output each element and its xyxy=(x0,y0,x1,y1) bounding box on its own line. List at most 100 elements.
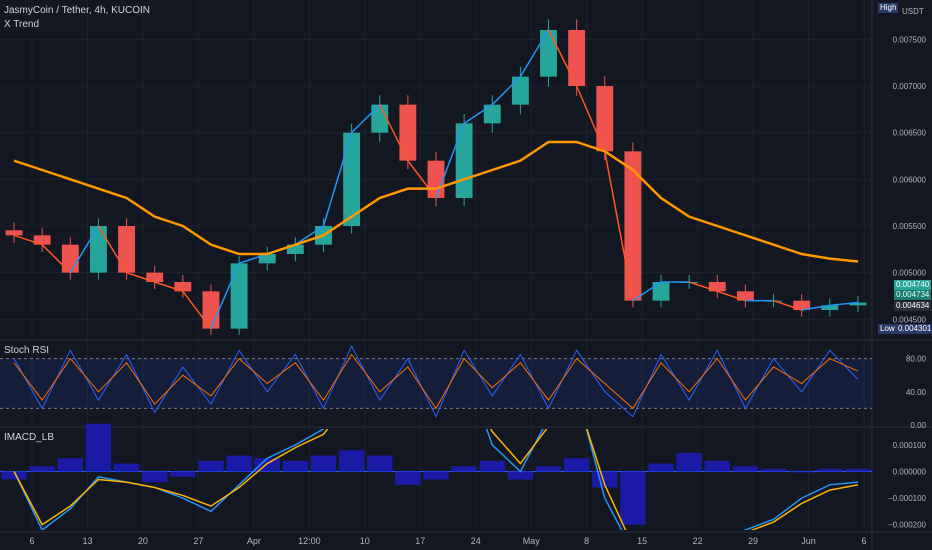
xtrend-line-segment xyxy=(773,299,802,311)
time-axis-label: May xyxy=(523,536,541,546)
price-pane[interactable] xyxy=(5,19,867,335)
macd-histogram-bar[interactable] xyxy=(423,471,449,480)
axes: 6 13 20 27 Apr 12:00 10 17 24 May 8 15 22 29 Jun 6 0.007… xyxy=(29,35,926,546)
macd-histogram-bar[interactable] xyxy=(535,466,562,472)
candle-body[interactable] xyxy=(821,305,839,310)
macd-histogram-bar[interactable] xyxy=(282,460,309,472)
candle-body[interactable] xyxy=(371,104,389,133)
rsi-axis-label: 0.00 xyxy=(910,421,926,430)
time-axis-label: 20 xyxy=(138,536,148,546)
currency-label: USDT xyxy=(902,7,924,16)
macd-histogram-bar[interactable] xyxy=(142,471,168,483)
macd-histogram-bar[interactable] xyxy=(845,468,871,472)
candle-body[interactable] xyxy=(652,282,670,301)
macd-histogram-bar[interactable] xyxy=(507,471,534,480)
macd-histogram-bar[interactable] xyxy=(563,458,590,472)
candle-body[interactable] xyxy=(5,230,23,236)
xtrend-line-segment xyxy=(463,104,493,124)
candle-body[interactable] xyxy=(343,132,361,226)
candle-body[interactable] xyxy=(793,300,811,310)
time-axis-label: 24 xyxy=(471,536,481,546)
macd-histogram-bar[interactable] xyxy=(676,452,702,472)
xtrend-line-segment xyxy=(97,225,128,274)
price-axis-label: 0.006500 xyxy=(893,129,927,138)
candle-body[interactable] xyxy=(455,123,473,198)
candle-body[interactable] xyxy=(624,151,642,301)
symbol-title[interactable]: JasmyCoin / Tether, 4h, KUCOIN xyxy=(4,5,150,16)
macd-histogram-bar[interactable] xyxy=(85,423,112,472)
candle-body[interactable] xyxy=(540,30,557,77)
macd-histogram-bar[interactable] xyxy=(479,460,505,472)
macd-histogram-bar[interactable] xyxy=(789,471,815,473)
xtrend-line-segment xyxy=(801,304,830,311)
last-price-tag: 0.004740 xyxy=(894,280,932,290)
xtrend-line-segment xyxy=(435,123,465,199)
last-price-secondary-tag: 0.004734 xyxy=(894,290,932,300)
xtrend-line-segment xyxy=(688,281,718,293)
candle-body[interactable] xyxy=(33,235,51,245)
time-axis-label: 8 xyxy=(584,536,589,546)
candle-body[interactable] xyxy=(708,282,726,292)
candle-body[interactable] xyxy=(202,291,220,329)
xtrend-line-segment xyxy=(491,76,521,106)
xtrend-line-segment xyxy=(69,225,100,274)
macd-histogram-bar[interactable] xyxy=(170,471,196,477)
macd-histogram-bar[interactable] xyxy=(620,471,646,525)
candle-body[interactable] xyxy=(118,226,136,273)
macd-histogram-bar[interactable] xyxy=(57,458,83,472)
time-axis-label: 22 xyxy=(693,536,703,546)
macd-histogram-bar[interactable] xyxy=(367,455,393,472)
candle-body[interactable] xyxy=(286,244,304,254)
macd-histogram-bar[interactable] xyxy=(113,463,140,472)
macd-axis-label: −0.000100 xyxy=(888,494,927,503)
macd-histogram-bar[interactable] xyxy=(451,466,477,472)
macd-histogram-bar[interactable] xyxy=(395,471,421,485)
xtrend-line-segment xyxy=(154,281,184,293)
price-axis-label: 0.005500 xyxy=(893,222,927,231)
macd-histogram-bar[interactable] xyxy=(338,450,365,472)
high-tag: High xyxy=(878,3,899,13)
stoch-rsi-pane[interactable] xyxy=(0,345,872,418)
xtrend-line-segment xyxy=(604,151,634,301)
candle-body[interactable] xyxy=(174,282,192,292)
macd-histogram-bar[interactable] xyxy=(254,458,280,472)
candle-body[interactable] xyxy=(61,244,79,273)
time-axis-label: Apr xyxy=(247,536,261,546)
candle-body[interactable] xyxy=(90,226,107,273)
candle-body[interactable] xyxy=(399,104,417,161)
macd-axis-label: 0.000000 xyxy=(893,468,927,477)
macd-histogram-bar[interactable] xyxy=(310,455,337,472)
macd-axis-label: 0.000100 xyxy=(893,441,927,450)
candle-body[interactable] xyxy=(596,86,614,152)
candle-body[interactable] xyxy=(427,160,445,198)
low-value-tag: 0.004301 xyxy=(896,324,932,334)
candle-body[interactable] xyxy=(146,272,164,282)
macd-histogram-bar[interactable] xyxy=(1,471,27,480)
candle-body[interactable] xyxy=(511,76,529,105)
time-axis-label: 12:00 xyxy=(298,536,321,546)
xtrend-line-segment xyxy=(322,132,353,227)
macd-histogram-bar[interactable] xyxy=(198,460,224,472)
macd-histogram-bar[interactable] xyxy=(760,468,787,472)
macd-histogram-bar[interactable] xyxy=(648,463,674,472)
indicator-label-xtrend[interactable]: X Trend xyxy=(4,19,40,30)
candle-body[interactable] xyxy=(736,291,754,301)
candle-body[interactable] xyxy=(258,254,276,264)
candle-body[interactable] xyxy=(849,302,867,306)
candle-body[interactable] xyxy=(230,263,248,329)
candle-body[interactable] xyxy=(568,30,586,86)
indicator-label-stoch-rsi[interactable]: Stoch RSI xyxy=(4,345,50,356)
time-axis-label: 15 xyxy=(637,536,647,546)
imacd-pane[interactable] xyxy=(0,365,872,550)
time-axis-label: 27 xyxy=(193,536,203,546)
indicator-label-imacd[interactable]: IMACD_LB xyxy=(4,432,55,443)
macd-histogram-bar[interactable] xyxy=(817,468,843,472)
candle-body[interactable] xyxy=(483,104,501,124)
macd-histogram-bar[interactable] xyxy=(732,466,759,472)
macd-histogram-bar[interactable] xyxy=(226,455,252,472)
macd-histogram-bar[interactable] xyxy=(29,466,55,472)
xtrend-line-segment xyxy=(829,301,859,307)
macd-histogram-bar[interactable] xyxy=(704,460,730,472)
